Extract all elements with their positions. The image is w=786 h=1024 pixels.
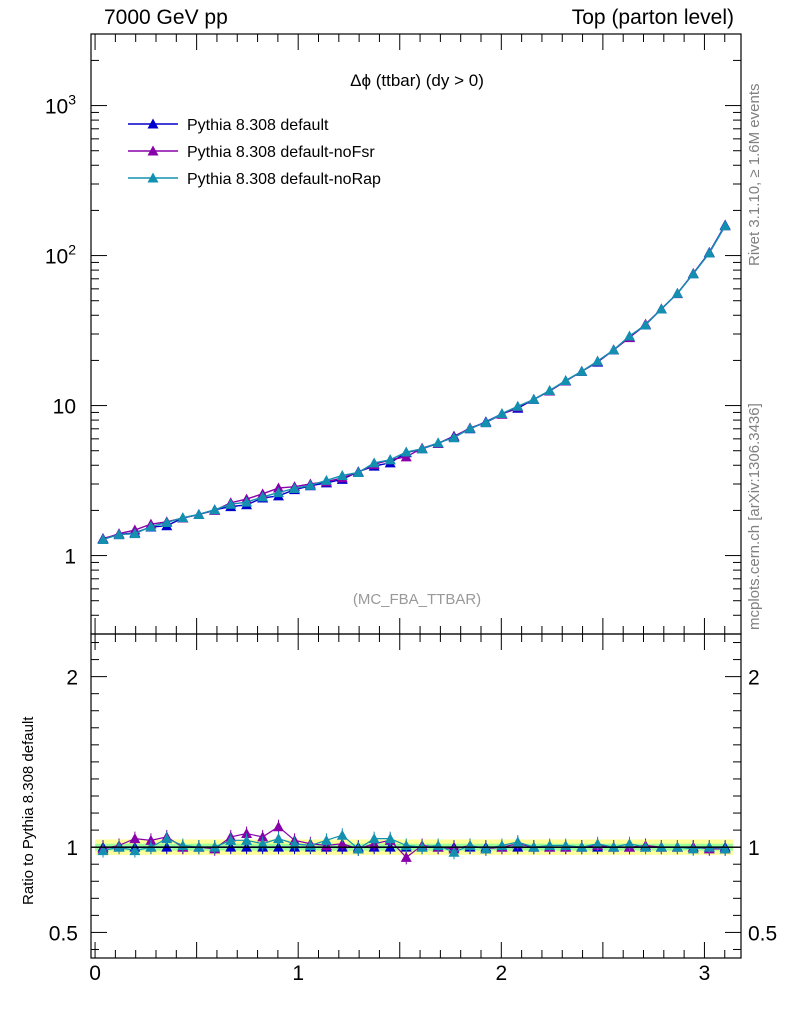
series-line-2 (102, 225, 726, 541)
data-point (480, 417, 492, 428)
data-point (384, 454, 396, 465)
legend-marker (147, 172, 159, 183)
legend-marker (147, 118, 159, 129)
ratio-point (241, 828, 253, 839)
ratio-point (384, 833, 396, 844)
data-point (560, 374, 572, 385)
data-point (576, 365, 588, 376)
ratio-point (272, 833, 284, 844)
data-point (512, 400, 524, 411)
ratio-point (225, 834, 237, 845)
series-line-1 (102, 225, 726, 540)
ratio-y-tick-label-right: 1 (748, 837, 760, 860)
data-point (400, 446, 412, 457)
ratio-y-tick-label: 2 (66, 667, 78, 690)
data-point (623, 330, 635, 341)
data-point (257, 491, 269, 502)
data-point (432, 437, 444, 448)
y-tick-label: 103 (45, 92, 76, 119)
ratio-y-tick-label: 0.5 (49, 922, 78, 945)
ratio-y-tick-label-right: 2 (748, 667, 760, 690)
ratio-point (623, 838, 635, 849)
data-point (209, 504, 221, 515)
ratio-point (320, 834, 332, 845)
y-tick-label: 10 (53, 396, 76, 419)
series-line-0 (102, 224, 726, 540)
data-point (608, 344, 620, 355)
ratio-point (241, 834, 253, 845)
data-point (320, 474, 332, 485)
data-point (336, 469, 348, 480)
plot-title: Δϕ (ttbar) (dy > 0) (350, 71, 484, 90)
data-point (528, 393, 540, 404)
ratio-point (352, 843, 364, 854)
x-tick-label: 1 (292, 962, 304, 985)
data-point (145, 521, 157, 532)
data-point (719, 220, 731, 231)
ratio-point (272, 821, 284, 832)
ratio-y-tick-label-right: 0.5 (748, 922, 777, 945)
ratio-plot-frame (90, 633, 742, 959)
ratio-point (129, 833, 141, 844)
analysis-watermark: (MC_FBA_TTBAR) (353, 591, 481, 608)
x-tick-label: 3 (699, 962, 711, 985)
ratio-point (448, 846, 460, 857)
y-tick-label: 102 (45, 242, 76, 269)
ratio-point (257, 831, 269, 842)
data-point (496, 408, 508, 419)
data-point (225, 498, 237, 509)
data-point (304, 479, 316, 490)
data-point (416, 443, 428, 454)
ratio-point (97, 845, 109, 856)
ratio-point (129, 845, 141, 856)
data-point (193, 508, 205, 519)
ratio-point (400, 851, 412, 862)
header-process-label: 7000 GeV pp (104, 6, 228, 29)
data-point (655, 303, 667, 314)
legend-marker (147, 145, 159, 156)
ratio-point (145, 834, 157, 845)
ratio-point (687, 843, 699, 854)
x-tick-label: 2 (495, 962, 507, 985)
data-point (177, 512, 189, 523)
ratio-point (592, 838, 604, 849)
ratio-point (480, 843, 492, 854)
main-panel: 1 10 102 103 Δϕ (ttbar) (dy > 0) (MC_FBA_TTBA… (45, 33, 742, 635)
data-point (113, 529, 125, 540)
legend-entry: Pythia 8.308 default (187, 117, 329, 134)
data-point (241, 496, 253, 507)
ratio-point (257, 838, 269, 849)
y-tick-label: 1 (64, 546, 76, 569)
data-point (289, 482, 301, 493)
data-point (640, 319, 652, 330)
ratio-y-tick-label: 1 (66, 837, 78, 860)
header-observable-label: Top (parton level) (571, 6, 734, 29)
ratio-point (719, 843, 731, 854)
ratio-panel: 0.5 0.5 1 1 2 2 0 1 2 3 (49, 633, 777, 985)
data-point (703, 247, 715, 258)
legend-entry: Pythia 8.308 default-noFsr (187, 144, 375, 161)
data-point (544, 385, 556, 396)
data-point (352, 466, 364, 477)
ratio-point (336, 829, 348, 840)
data-point (97, 533, 109, 544)
data-point (687, 268, 699, 279)
data-point (368, 457, 380, 468)
ratio-point (161, 833, 173, 844)
data-point (161, 517, 173, 528)
data-point (592, 355, 604, 366)
data-point (448, 432, 460, 443)
data-point (272, 487, 284, 498)
ratio-point (368, 833, 380, 844)
ratio-point (512, 836, 524, 847)
data-point (464, 422, 476, 433)
data-point (129, 528, 141, 539)
data-point (671, 287, 683, 298)
x-tick-label: 0 (89, 962, 101, 985)
ratio-point (289, 838, 301, 849)
legend-entry: Pythia 8.308 default-noRap (187, 171, 381, 188)
ratio-point (336, 838, 348, 849)
